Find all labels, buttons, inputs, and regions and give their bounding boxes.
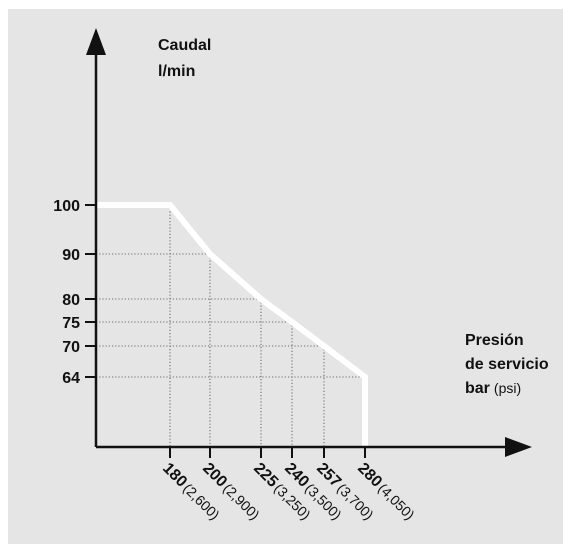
x-tick-psi-200: (2,900)	[220, 480, 263, 523]
x-axis-unit-bar: bar	[465, 380, 490, 397]
x-tick-psi-280: (4,050)	[375, 480, 418, 523]
y-tick-label-70: 70	[62, 339, 80, 356]
y-tick-label-90: 90	[62, 247, 80, 264]
x-axis-title: Presión de servicio bar (psi)	[465, 332, 549, 397]
y-tick-labels: 100 90 80 75 70 64	[53, 198, 96, 387]
chart-background	[8, 9, 563, 544]
y-tick-label-100: 100	[53, 198, 80, 215]
x-axis-unit-psi: (psi)	[494, 380, 521, 396]
y-tick-label-75: 75	[62, 315, 80, 332]
y-axis-arrow	[86, 28, 106, 55]
x-axis-title-line3: bar (psi)	[465, 380, 521, 397]
axes	[86, 28, 532, 457]
flow-curve	[96, 202, 368, 447]
x-axis-title-line2: de servicio	[465, 356, 549, 373]
x-tick-labels: 180(2,600)200(2,900)225(3,250)240(3,500)…	[159, 447, 418, 523]
y-axis-title-line1: Caudal	[158, 37, 211, 54]
y-axis-title: Caudal l/min	[158, 37, 211, 80]
x-axis-title-line1: Presión	[465, 332, 524, 349]
grid-lines	[96, 205, 366, 447]
y-tick-label-80: 80	[62, 292, 80, 309]
x-axis-arrow	[505, 437, 532, 457]
y-axis-title-line2: l/min	[158, 63, 195, 80]
y-tick-label-64: 64	[62, 370, 80, 387]
